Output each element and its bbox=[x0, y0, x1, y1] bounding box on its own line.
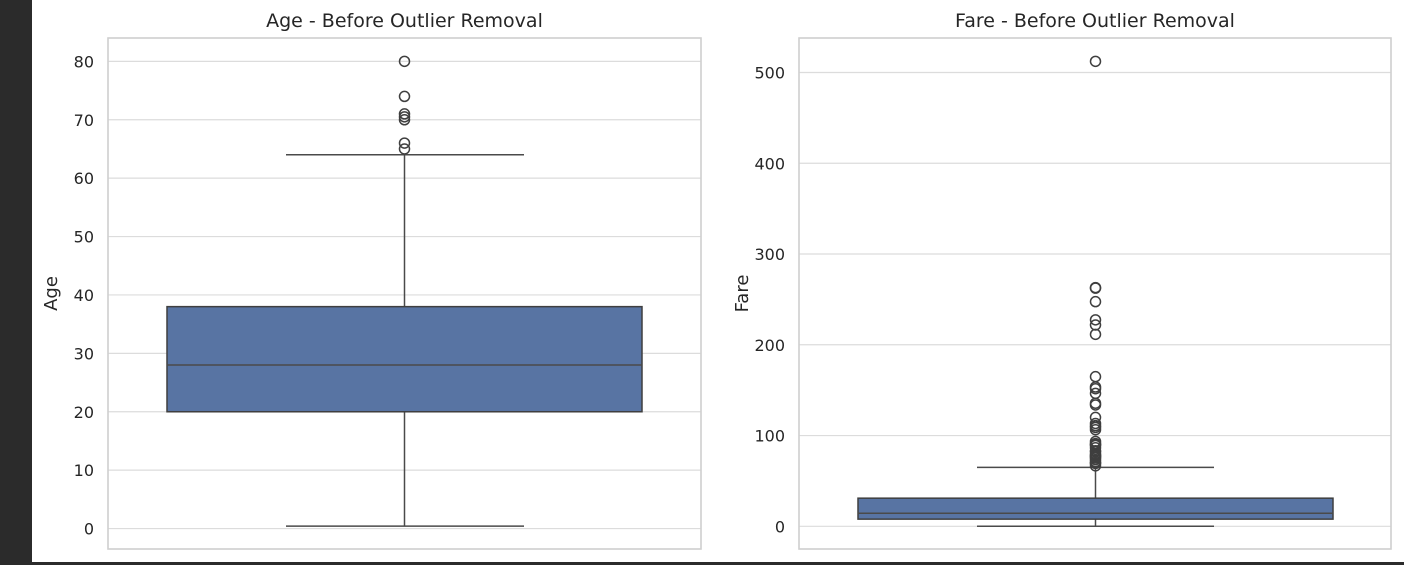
y-tick-label: 300 bbox=[754, 245, 785, 264]
outlier-point bbox=[1089, 423, 1102, 436]
y-tick-label: 20 bbox=[74, 403, 94, 422]
iqr-box bbox=[857, 497, 1334, 520]
iqr-box bbox=[166, 305, 643, 413]
y-tick-label: 80 bbox=[74, 52, 94, 71]
y-tick-label: 0 bbox=[84, 520, 94, 539]
chart-title: Age - Before Outlier Removal bbox=[266, 10, 543, 32]
y-tick-label: 50 bbox=[74, 228, 94, 247]
outlier-point bbox=[398, 143, 411, 155]
figure-canvas: 0 10 20 30 40 50 60 70 80 Age - Before Outlier Re… bbox=[32, 0, 1404, 562]
outlier-point bbox=[1089, 55, 1102, 68]
y-tick-label: 60 bbox=[74, 169, 94, 188]
y-tick-label: 200 bbox=[754, 336, 785, 355]
outlier-point bbox=[398, 108, 411, 120]
y-axis-label: Age bbox=[41, 276, 62, 311]
y-tick-label: 500 bbox=[754, 63, 785, 82]
outlier-point bbox=[1089, 282, 1102, 294]
chart-panel-1: 0 10 20 30 40 50 60 70 80 Age - Before Outlier Re… bbox=[41, 10, 702, 550]
y-axis-label: Fare bbox=[732, 275, 753, 313]
outlier-point bbox=[1089, 295, 1102, 308]
y-tick-label: 400 bbox=[754, 154, 785, 173]
outlier-point bbox=[1089, 328, 1102, 341]
figure-svg: 0 10 20 30 40 50 60 70 80 Age - Before Outlier Re… bbox=[41, 10, 1392, 550]
outlier-point bbox=[398, 114, 411, 126]
outlier-point bbox=[398, 137, 411, 149]
y-tick-label: 100 bbox=[754, 427, 785, 446]
plot-frame bbox=[107, 37, 702, 550]
outlier-point bbox=[1089, 460, 1102, 472]
outlier-point bbox=[1089, 399, 1102, 411]
y-tick-label: 10 bbox=[74, 461, 94, 480]
outlier-point bbox=[1089, 370, 1102, 383]
outlier-point bbox=[398, 90, 411, 103]
y-tick-label: 70 bbox=[74, 111, 94, 130]
y-tick-label: 30 bbox=[74, 344, 94, 363]
outlier-point bbox=[398, 111, 411, 123]
outlier-point bbox=[398, 55, 411, 68]
chart-title: Fare - Before Outlier Removal bbox=[955, 10, 1235, 32]
outlier-point bbox=[1089, 382, 1102, 395]
plot-frame bbox=[798, 37, 1392, 550]
outlier-point bbox=[1089, 314, 1102, 326]
y-tick-label: 0 bbox=[775, 517, 785, 536]
y-tick-label: 40 bbox=[74, 286, 94, 305]
chart-panel-2: 0 100 200 300 400 500 Fare - Before Outlier Re… bbox=[732, 10, 1392, 550]
